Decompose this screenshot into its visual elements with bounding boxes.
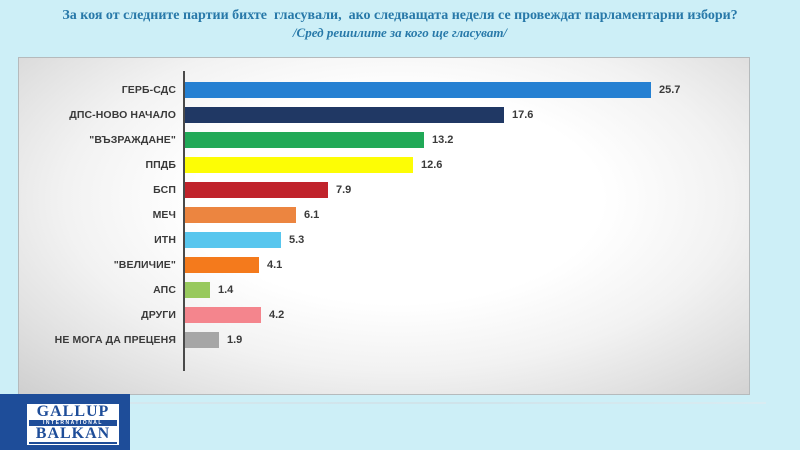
bar (185, 181, 328, 198)
chart-header: За коя от следните партии бихте гласувал… (0, 7, 800, 41)
value-label: 7.9 (336, 183, 352, 196)
value-label: 4.1 (267, 258, 283, 271)
category-label: ГЕРБ-СДС (121, 83, 176, 96)
bar (185, 81, 651, 98)
gallup-logo: GALLUP INTERNATIONAL BALKAN (0, 394, 130, 450)
bar (185, 206, 296, 223)
value-label: 5.3 (289, 233, 305, 246)
category-label: МЕЧ (152, 208, 176, 221)
logo-text-gallup: GALLUP (36, 403, 110, 420)
gallup-logo-plate: GALLUP INTERNATIONAL BALKAN (27, 404, 119, 445)
logo-rule (29, 442, 117, 444)
category-label: ДРУГИ (141, 308, 176, 321)
bar-area: 25.7 (185, 77, 745, 102)
category-label: НЕ МОГА ДА ПРЕЦЕНЯ (54, 333, 176, 346)
chart-row: ППДБ 12.6 (19, 152, 749, 177)
bar-area: 7.9 (185, 177, 745, 202)
bar (185, 331, 219, 348)
chart-rows: ГЕРБ-СДС 25.7 ДПС-НОВО НАЧАЛО 17.6 "ВЪЗРАЖДА… (19, 77, 749, 352)
bar-area: 4.2 (185, 302, 745, 327)
category-label: БСП (153, 183, 176, 196)
chart-row: НЕ МОГА ДА ПРЕЦЕНЯ 1.9 (19, 327, 749, 352)
bar-area: 13.2 (185, 127, 745, 152)
bar-area: 17.6 (185, 102, 745, 127)
value-label: 6.1 (304, 208, 320, 221)
bar-area: 1.9 (185, 327, 745, 352)
bar (185, 306, 261, 323)
chart-row: "ВЕЛИЧИЕ" 4.1 (19, 252, 749, 277)
bar (185, 131, 424, 148)
chart-row: ДРУГИ 4.2 (19, 302, 749, 327)
bar (185, 281, 210, 298)
logo-text-international: INTERNATIONAL (29, 420, 117, 426)
chart-panel: ГЕРБ-СДС 25.7 ДПС-НОВО НАЧАЛО 17.6 "ВЪЗРАЖДА… (18, 57, 750, 395)
chart-row: МЕЧ 6.1 (19, 202, 749, 227)
chart-row: БСП 7.9 (19, 177, 749, 202)
chart-row: АПС 1.4 (19, 277, 749, 302)
y-axis-line (183, 71, 185, 371)
value-label: 1.4 (218, 283, 234, 296)
category-label: ИТН (154, 233, 176, 246)
bar (185, 156, 413, 173)
footer-divider (0, 402, 766, 404)
value-label: 4.2 (269, 308, 285, 321)
bar-area: 5.3 (185, 227, 745, 252)
chart-row: ДПС-НОВО НАЧАЛО 17.6 (19, 102, 749, 127)
page-subtitle: /Сред решилите за кого ще гласуват/ (292, 25, 508, 40)
value-label: 12.6 (421, 158, 443, 171)
bar-area: 6.1 (185, 202, 745, 227)
category-label: ППДБ (145, 158, 176, 171)
value-label: 25.7 (659, 83, 681, 96)
value-label: 1.9 (227, 333, 243, 346)
category-label: "ВЪЗРАЖДАНЕ" (89, 133, 176, 146)
category-label: АПС (153, 283, 176, 296)
bar-area: 12.6 (185, 152, 745, 177)
bar-area: 1.4 (185, 277, 745, 302)
page-title: За коя от следните партии бихте гласувал… (62, 8, 738, 23)
category-label: ДПС-НОВО НАЧАЛО (69, 108, 176, 121)
value-label: 17.6 (512, 108, 534, 121)
logo-text-balkan: BALKAN (35, 425, 111, 442)
category-label: "ВЕЛИЧИЕ" (113, 258, 176, 271)
bar (185, 256, 259, 273)
bar-area: 4.1 (185, 252, 745, 277)
value-label: 13.2 (432, 133, 454, 146)
chart-row: "ВЪЗРАЖДАНЕ" 13.2 (19, 127, 749, 152)
bar (185, 106, 504, 123)
bar (185, 231, 281, 248)
chart-row: ГЕРБ-СДС 25.7 (19, 77, 749, 102)
chart-row: ИТН 5.3 (19, 227, 749, 252)
